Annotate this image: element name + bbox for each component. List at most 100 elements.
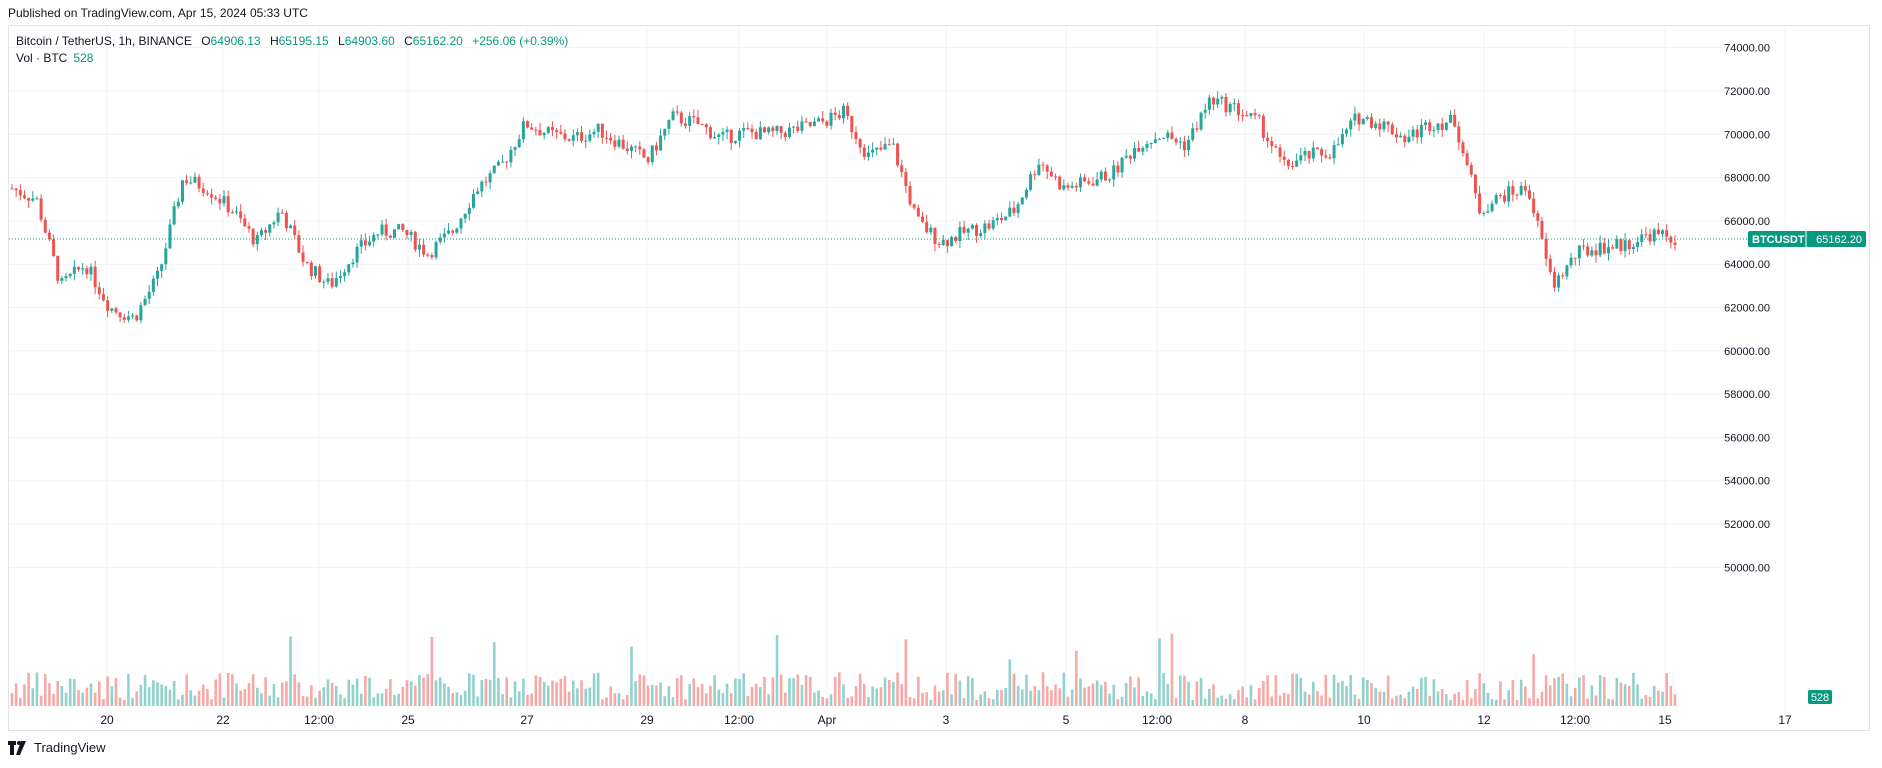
volume-bar: [1494, 699, 1498, 706]
candle-body: [1303, 151, 1307, 156]
candle-body: [1220, 96, 1224, 99]
volume-bar: [1178, 675, 1182, 706]
candle-body: [1652, 229, 1656, 242]
volume-bar: [854, 686, 858, 706]
volume-bar: [1233, 699, 1236, 706]
volume-bar: [800, 684, 804, 706]
volume-bar: [1461, 699, 1465, 706]
volume-bar: [650, 684, 654, 706]
volume-bar: [1424, 676, 1427, 706]
x-tick-label: 12: [1477, 713, 1491, 727]
volume-bar: [1137, 677, 1140, 706]
candle-body: [1353, 113, 1357, 121]
volume-bar: [1669, 685, 1673, 706]
candle-body: [1049, 171, 1053, 177]
candle-body: [1033, 174, 1037, 176]
volume-bar: [501, 694, 504, 706]
candle-body: [667, 120, 671, 129]
volume-value: 528: [73, 51, 94, 65]
candle-body: [305, 261, 309, 263]
candle-body: [613, 140, 617, 147]
volume-bar: [1195, 681, 1199, 706]
volume-bar: [1079, 678, 1082, 706]
candle-body: [264, 230, 268, 233]
volume-bar: [131, 697, 134, 706]
candle-body: [962, 226, 966, 233]
volume-bar: [709, 685, 712, 706]
candle-body: [1602, 242, 1606, 254]
volume-bar: [1386, 675, 1390, 706]
volume-bar: [1353, 694, 1357, 706]
candle-body: [355, 246, 359, 263]
candle-body: [284, 212, 288, 229]
candle-body: [313, 266, 317, 277]
volume-bar: [771, 677, 775, 706]
volume-bar: [339, 694, 342, 706]
volume-tag-bg: [1808, 690, 1832, 704]
candle-body: [933, 227, 937, 244]
candle-body: [771, 127, 775, 132]
candle-body: [1540, 220, 1544, 239]
candle-body: [251, 228, 255, 245]
volume-bar: [468, 673, 471, 706]
candle-body: [193, 176, 197, 183]
candle-body: [808, 121, 812, 127]
volume-bar: [505, 677, 509, 706]
volume-bar: [1445, 694, 1448, 706]
candle-body: [1108, 179, 1112, 181]
candle-body: [380, 224, 384, 235]
candle-body: [438, 237, 442, 243]
candle-body: [871, 149, 875, 153]
candle-body: [979, 233, 983, 236]
candle-body: [1465, 153, 1469, 165]
volume-bar: [156, 682, 159, 706]
candle-body: [700, 124, 704, 126]
tradingview-brand[interactable]: TradingView: [8, 740, 106, 755]
candle-body: [1644, 234, 1648, 236]
y-tick-label: 60000.00: [1724, 346, 1770, 358]
volume-bar: [1336, 682, 1340, 706]
candle-body: [235, 211, 239, 213]
candle-body: [1411, 129, 1415, 137]
candle-body: [1577, 245, 1581, 259]
volume-bar: [1129, 676, 1132, 706]
candle-body: [1498, 195, 1502, 197]
volume-bar: [1615, 677, 1619, 706]
volume-bar: [1253, 699, 1257, 706]
volume-bar: [933, 685, 937, 706]
candle-body: [1141, 147, 1145, 152]
candle-body: [426, 254, 430, 256]
candle-body: [842, 105, 845, 119]
candle-body: [1170, 132, 1174, 139]
candle-body: [1386, 121, 1390, 125]
x-tick-label: 5: [1063, 713, 1070, 727]
candle-body: [1099, 171, 1103, 180]
volume-bar: [1486, 692, 1490, 706]
candle-body: [1070, 185, 1074, 188]
candle-body: [47, 232, 51, 240]
volume-bar: [1673, 694, 1677, 706]
candle-body: [147, 291, 151, 299]
volume-bar: [534, 675, 538, 706]
candle-body: [571, 135, 575, 141]
candle-body: [721, 131, 725, 135]
candle-body: [243, 218, 247, 227]
candle-body: [151, 278, 155, 292]
candle-body: [1299, 155, 1303, 161]
volume-bar: [1112, 684, 1116, 706]
volume-bar: [1091, 683, 1095, 706]
candle-body: [904, 172, 908, 187]
candle-body: [580, 132, 584, 141]
volume-legend: Vol · BTC 528: [16, 51, 93, 65]
volume-bar: [522, 678, 525, 706]
volume-bar: [754, 683, 758, 706]
volume-bar: [1316, 691, 1319, 706]
volume-bar: [413, 685, 417, 706]
candle-body: [164, 248, 168, 265]
candle-body: [143, 298, 147, 306]
volume-bar: [576, 688, 579, 706]
candle-body: [1228, 104, 1232, 113]
y-tick-label: 62000.00: [1724, 303, 1770, 315]
volume-bar: [954, 673, 958, 706]
